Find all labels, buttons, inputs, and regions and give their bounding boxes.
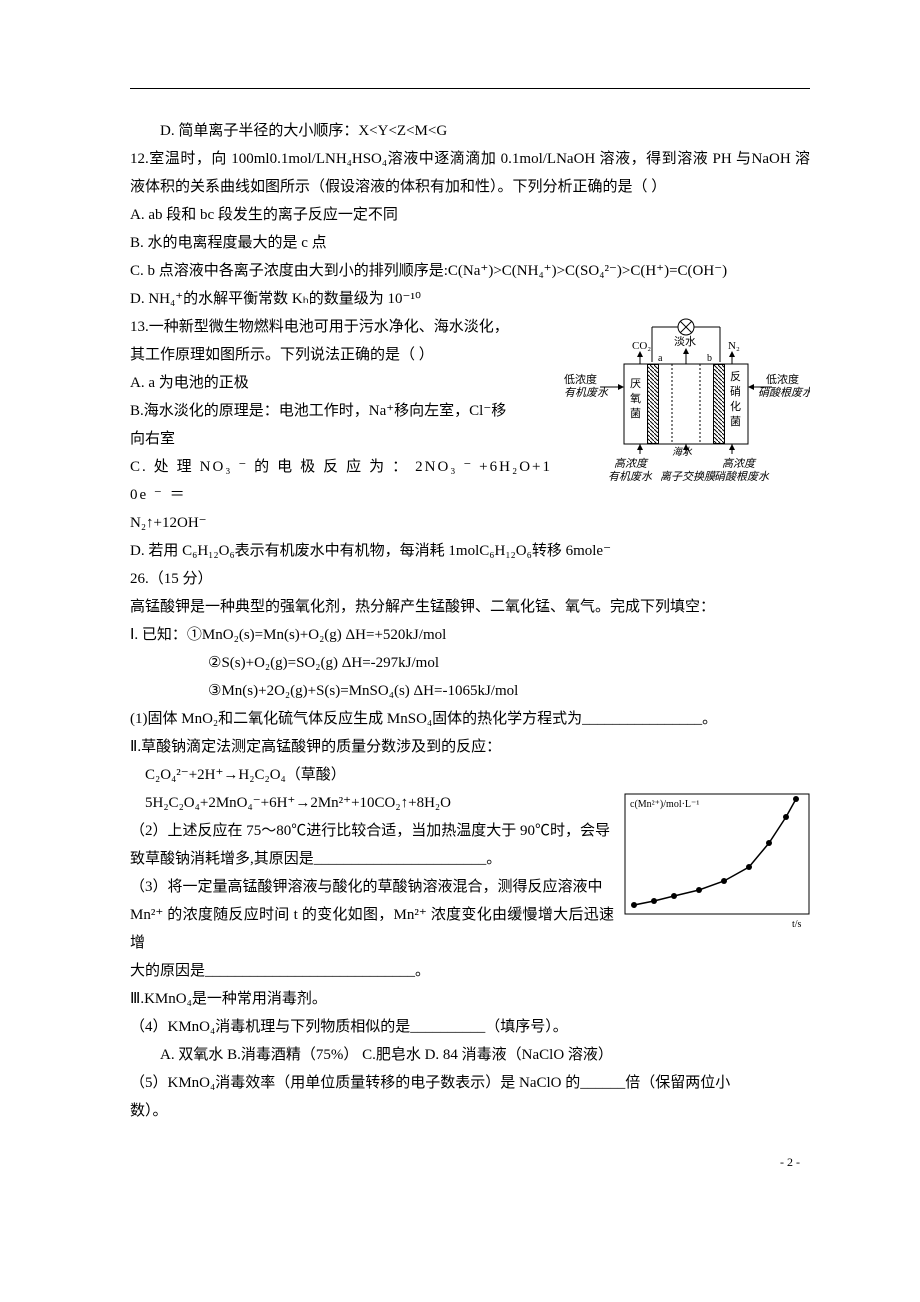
fc-bm-l: 离子交换膜 xyxy=(660,470,717,483)
q26-task1: (1)固体 MnO₂和二氧化硫气体反应生成 MnSO₄固体的热化学方程式为___… xyxy=(130,705,810,733)
q26-part3: Ⅲ.KMnO₄是一种常用消毒剂。 xyxy=(130,985,810,1013)
fc-ir-a: 反 xyxy=(730,370,741,383)
mn-chart-svg: c(Mn²⁺)/mol·L⁻¹ t/s xyxy=(624,793,810,933)
fc-right-l: 硝酸根废水 xyxy=(758,386,810,399)
fc-n2: N₂ xyxy=(728,340,740,352)
q13-opt-d: D. 若用 C₆H₁₂O₆表示有机废水中有机物，每消耗 1molC₆H₁₂O₆转… xyxy=(130,537,810,565)
fc-br-u: 高浓度 xyxy=(722,457,757,470)
fc-port-b: b xyxy=(707,353,712,364)
q26-head: 26.（15 分） xyxy=(130,565,810,593)
q12-stem: 12.室温时，向 100ml0.1mol/LNH₄HSO₄溶液中逐滴滴加 0.1… xyxy=(130,145,810,201)
fuel-cell-svg: CO₂ 淡水 N₂ a b xyxy=(562,317,810,487)
top-rule xyxy=(130,88,810,89)
q12-opt-a: A. ab 段和 bc 段发生的离子反应一定不同 xyxy=(130,201,810,229)
q26-t3c: 大的原因是____________________________。 xyxy=(130,957,810,985)
fc-bl-l: 有机废水 xyxy=(608,470,653,483)
q13-opt-c2: N₂↑+12OH⁻ xyxy=(130,509,810,537)
fc-il-b: 氧 xyxy=(630,391,641,405)
q12-opt-b: B. 水的电离程度最大的是 c 点 xyxy=(130,229,810,257)
mn-chart: c(Mn²⁺)/mol·L⁻¹ t/s xyxy=(624,793,810,938)
q26-part1: Ⅰ. 已知：①MnO₂(s)=Mn(s)+O₂(g) ΔH=+520kJ/mol xyxy=(130,621,810,649)
q26-t5b: 数）。 xyxy=(130,1097,810,1125)
q26-eq3: ③Mn(s)+2O₂(g)+S(s)=MnSO₄(s) ΔH=-1065kJ/m… xyxy=(130,677,810,705)
q12-opt-d: D. NH₄⁺的水解平衡常数 Kₕ的数量级为 10⁻¹⁰ xyxy=(130,285,810,313)
chart-xlabel: t/s xyxy=(792,919,802,930)
fc-ir-b: 硝 xyxy=(730,385,741,398)
q26-t5a: （5）KMnO₄消毒效率（用单位质量转移的电子数表示）是 NaClO 的____… xyxy=(130,1069,810,1097)
fc-ir-d: 菌 xyxy=(730,415,741,428)
fc-bl-u: 高浓度 xyxy=(614,457,649,470)
fc-br-l: 硝酸根废水 xyxy=(714,470,770,483)
fc-ir-c: 化 xyxy=(730,399,741,413)
fc-bm-u: 海水 xyxy=(672,446,693,458)
q26-r1: C₂O₄²⁻+2H⁺→H₂C₂O₄（草酸） xyxy=(130,761,810,789)
q26-part2: Ⅱ.草酸钠滴定法测定高锰酸钾的质量分数涉及到的反应： xyxy=(130,733,810,761)
fc-il-c: 菌 xyxy=(630,407,641,420)
q11-opt-d: D. 简单离子半径的大小顺序：X<Y<Z<M<G xyxy=(130,117,810,145)
fc-port-a: a xyxy=(658,353,663,364)
q26-t4opts: A. 双氧水 B.消毒酒精（75%） C.肥皂水 D. 84 消毒液（NaClO… xyxy=(130,1041,810,1069)
q26-intro: 高锰酸钾是一种典型的强氧化剂，热分解产生锰酸钾、二氧化锰、氧气。完成下列填空： xyxy=(130,593,810,621)
q12-opt-c: C. b 点溶液中各离子浓度由大到小的排列顺序是:C(Na⁺)>C(NH₄⁺)>… xyxy=(130,257,810,285)
fc-fresh: 淡水 xyxy=(674,335,696,348)
fc-left-l: 有机废水 xyxy=(564,386,609,399)
page-number: - 2 - xyxy=(130,1155,810,1170)
fc-left-u: 低浓度 xyxy=(564,372,597,386)
fc-right-u: 低浓度 xyxy=(766,372,799,386)
q26-eq2: ②S(s)+O₂(g)=SO₂(g) ΔH=-297kJ/mol xyxy=(130,649,810,677)
fc-il-a: 厌 xyxy=(630,378,641,390)
fuel-cell-diagram: CO₂ 淡水 N₂ a b xyxy=(562,317,810,492)
fc-co2: CO₂ xyxy=(632,340,651,352)
q26-t4: （4）KMnO₄消毒机理与下列物质相似的是__________（填序号）。 xyxy=(130,1013,810,1041)
chart-ylabel: c(Mn²⁺)/mol·L⁻¹ xyxy=(630,799,699,810)
